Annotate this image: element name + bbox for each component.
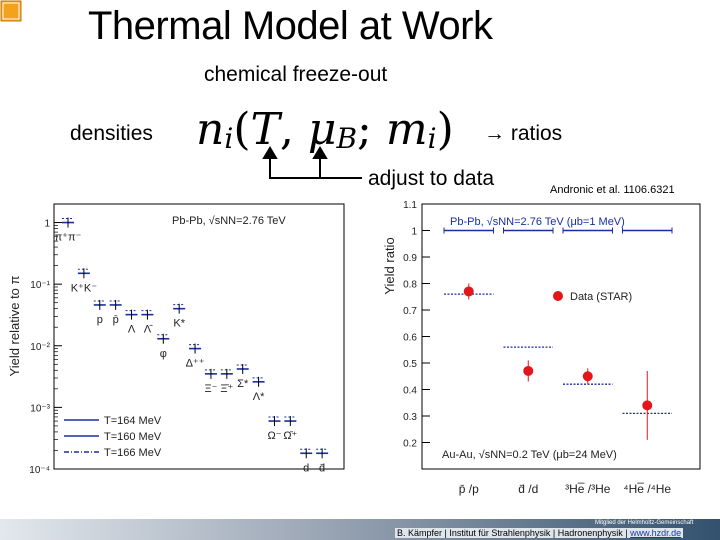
footer-helmholtz: Mitglied der Helmholtz-Gemeinschaft [595,520,694,526]
right-tick-label: 0.8 [403,280,417,291]
formula-m: m [385,104,428,155]
left-particle-label: d [303,462,309,474]
formula-i2: i [427,122,437,155]
slide-title: Thermal Model at Work [88,4,493,48]
left-particle-label: Ξ̄⁺ [220,383,233,395]
right-tick-label: 1.1 [403,200,417,211]
right-category-label: p̄ /p [459,482,479,496]
citation: Andronic et al. 1106.6321 [550,184,675,196]
corner-box-icon [0,0,22,22]
density-formula: ni(T, μB; mi) [196,104,454,155]
right-tick-label: 0.6 [403,333,417,344]
arrow-to-t-icon [262,146,362,179]
left-particle-label: π⁺π⁻ [55,232,82,244]
left-particle-label: Ω⁻ [267,430,281,442]
slide-subtitle: chemical freeze-out [204,63,388,86]
footer-link[interactable]: www.hzdr.de [630,528,682,538]
densities-label: densities [70,122,153,145]
left-particle-label: Λ̄ [144,324,153,336]
right-data-point [642,400,653,411]
footer-credit-text: B. Kämpfer | Institut für Strahlenphysik… [397,528,631,538]
right-tick-label: 0.2 [403,439,417,450]
left-particle-label: Ξ⁻ [204,383,217,395]
right-tick-label: 0.5 [403,359,417,370]
left-tick-label: 10⁻¹ [30,280,50,291]
left-plot-frame [53,203,345,470]
right-plot-frame [421,203,701,470]
right-chart-annotation: Au-Au, √sNN=0.2 TeV (μb=24 MeV) [442,449,617,461]
left-particle-label: Δ⁺⁺ [186,358,205,370]
left-legend-label: T=160 MeV [104,431,162,443]
right-category-label: ³He̅ /³He [565,482,611,496]
left-legend-label: T=164 MeV [104,415,162,427]
legend-data-marker [553,291,563,301]
left-particle-label: K⁺K⁻ [71,282,97,294]
formula-t: T [250,104,280,155]
formula-mu: μ [307,104,337,155]
yield-chart: 1 10⁻¹ 10⁻² 10⁻³ 10⁻⁴ π⁺π⁻ K⁺K⁻ p p̄ Λ Λ̄ φ K* Δ⁺⁺ Ξ⁻… [7,203,345,476]
ratio-chart: 1.1 1 0.9 0.8 0.7 0.6 0.5 0.4 0.3 0.2 p̄ /p d̄ /d ³… [382,200,701,496]
left-particle-label: p̄ [113,314,119,326]
left-particle-label: Σ* [237,378,249,390]
formula-b: B [336,122,358,155]
left-ylabel: Yield relative to π [7,275,22,376]
legend-data-label: Data (STAR) [570,291,632,303]
left-particle-label: p [97,314,103,326]
left-particle-label: Λ* [253,391,265,403]
ratios-label: → ratios [484,122,563,145]
left-legend-label: T=166 MeV [104,447,162,459]
right-tick-label: 0.3 [403,412,417,423]
formula-comma: , [279,104,294,155]
right-tick-label: 1 [411,227,417,238]
right-chart-header: Pb-Pb, √sNN=2.76 TeV (μb=1 MeV) [450,216,625,228]
left-particle-label: Λ [128,324,136,336]
right-tick-label: 0.9 [403,253,417,264]
formula-open: ( [233,104,251,155]
formula-semi: ; [357,104,372,155]
formula-i: i [224,122,234,155]
right-tick-label: 0.7 [403,306,417,317]
left-tick-label: 1 [44,219,50,230]
right-data-point [582,371,593,382]
right-data-point [523,365,534,376]
left-chart-header: Pb-Pb, √sNN=2.76 TeV [172,215,286,227]
left-particle-label: d̄ [319,462,325,474]
adjust-label: adjust to data [368,167,495,190]
footer-credit: B. Kämpfer | Institut für Strahlenphysik… [395,528,684,538]
right-category-label: ⁴He̅ /⁴He [623,482,671,496]
formula-close: ) [436,104,454,155]
left-particle-label: Ω̄⁺ [283,430,297,442]
left-tick-label: 10⁻² [30,342,50,353]
right-ylabel: Yield ratio [382,237,397,294]
left-particle-label: K* [173,318,185,330]
formula-n: n [196,104,225,155]
left-tick-label: 10⁻³ [30,403,50,414]
arrow-to-mu-icon [312,146,328,178]
left-tick-label: 10⁻⁴ [29,465,50,476]
right-tick-label: 0.4 [403,386,417,397]
right-data-point [463,286,474,297]
left-particle-label: φ [160,348,167,360]
right-category-label: d̄ /d [518,482,538,496]
